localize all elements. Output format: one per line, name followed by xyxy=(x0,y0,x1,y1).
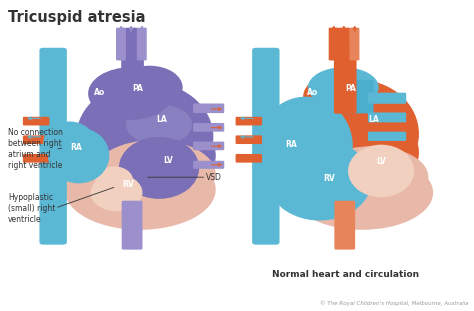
FancyBboxPatch shape xyxy=(39,48,67,245)
FancyBboxPatch shape xyxy=(258,138,299,173)
Ellipse shape xyxy=(91,174,143,211)
FancyBboxPatch shape xyxy=(338,28,350,60)
FancyBboxPatch shape xyxy=(193,142,224,150)
Ellipse shape xyxy=(64,149,216,230)
Text: Ao: Ao xyxy=(307,87,318,96)
FancyBboxPatch shape xyxy=(252,48,280,245)
FancyBboxPatch shape xyxy=(121,43,144,114)
Text: RV: RV xyxy=(122,180,134,189)
Ellipse shape xyxy=(95,166,133,194)
Text: PA: PA xyxy=(345,84,356,93)
FancyBboxPatch shape xyxy=(23,135,49,144)
FancyBboxPatch shape xyxy=(236,154,262,163)
FancyBboxPatch shape xyxy=(122,201,143,250)
FancyBboxPatch shape xyxy=(23,154,49,163)
Text: LA: LA xyxy=(156,115,167,124)
Ellipse shape xyxy=(265,121,318,171)
Ellipse shape xyxy=(126,104,192,145)
FancyBboxPatch shape xyxy=(236,117,262,125)
FancyBboxPatch shape xyxy=(341,80,374,114)
Ellipse shape xyxy=(292,156,433,230)
FancyBboxPatch shape xyxy=(23,117,49,125)
FancyBboxPatch shape xyxy=(137,28,147,60)
FancyBboxPatch shape xyxy=(334,201,355,250)
FancyBboxPatch shape xyxy=(193,161,224,169)
Text: LV: LV xyxy=(164,156,173,165)
Ellipse shape xyxy=(76,81,213,193)
Ellipse shape xyxy=(315,112,419,193)
Text: RA: RA xyxy=(71,143,82,152)
Ellipse shape xyxy=(48,128,109,183)
FancyBboxPatch shape xyxy=(193,123,224,132)
FancyBboxPatch shape xyxy=(368,132,406,141)
Ellipse shape xyxy=(308,67,379,108)
FancyBboxPatch shape xyxy=(328,28,339,60)
Ellipse shape xyxy=(303,72,383,121)
Text: Normal heart and circulation: Normal heart and circulation xyxy=(273,270,419,279)
Text: PA: PA xyxy=(132,84,143,93)
FancyBboxPatch shape xyxy=(349,28,359,60)
FancyBboxPatch shape xyxy=(368,113,406,122)
FancyBboxPatch shape xyxy=(368,93,406,104)
Ellipse shape xyxy=(88,67,173,120)
FancyBboxPatch shape xyxy=(45,138,86,173)
FancyBboxPatch shape xyxy=(334,43,356,114)
Text: LV: LV xyxy=(376,157,386,166)
Text: VSD: VSD xyxy=(206,173,222,182)
Ellipse shape xyxy=(315,146,428,208)
Ellipse shape xyxy=(43,121,95,165)
Ellipse shape xyxy=(296,80,419,188)
Ellipse shape xyxy=(119,137,199,199)
Text: © The Royal Children’s Hospital, Melbourne, Australia: © The Royal Children’s Hospital, Melbour… xyxy=(320,300,469,306)
Text: LA: LA xyxy=(369,115,379,124)
Text: RV: RV xyxy=(323,174,335,183)
Ellipse shape xyxy=(102,112,216,199)
Ellipse shape xyxy=(258,97,353,196)
Ellipse shape xyxy=(117,66,182,109)
FancyBboxPatch shape xyxy=(236,135,262,144)
Text: Hypoplastic
(small) right
ventricle: Hypoplastic (small) right ventricle xyxy=(8,193,55,224)
FancyBboxPatch shape xyxy=(126,28,137,60)
Ellipse shape xyxy=(268,140,372,220)
Ellipse shape xyxy=(93,140,216,208)
Text: Tricuspid atresia: Tricuspid atresia xyxy=(8,10,146,25)
FancyBboxPatch shape xyxy=(193,104,224,113)
Ellipse shape xyxy=(348,145,414,197)
Text: RA: RA xyxy=(285,140,297,149)
FancyBboxPatch shape xyxy=(116,28,127,60)
Text: No connection
between right
atrium and
right ventricle: No connection between right atrium and r… xyxy=(8,128,63,170)
Text: Ao: Ao xyxy=(94,87,106,96)
